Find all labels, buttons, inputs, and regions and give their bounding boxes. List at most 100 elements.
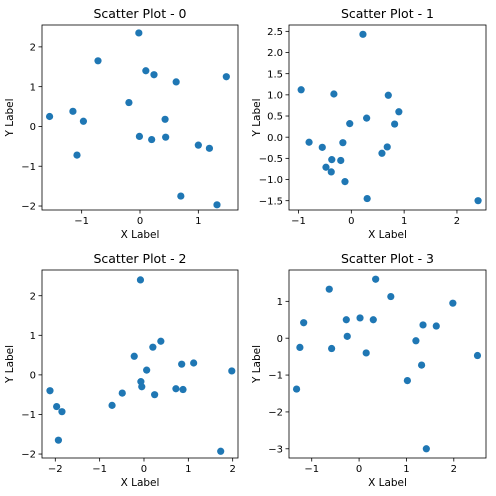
scatter-point — [325, 285, 333, 293]
y-tick-label: −2 — [268, 408, 283, 419]
y-tick-label: 0 — [30, 370, 36, 381]
scatter-point — [54, 436, 63, 444]
scatter-point — [318, 143, 326, 151]
x-tick-label: 1 — [403, 464, 409, 475]
scatter-point — [419, 321, 427, 329]
plot-frame — [41, 269, 239, 459]
scatter-point — [363, 114, 371, 122]
scatter-point — [363, 194, 371, 203]
scatter-point — [194, 141, 202, 149]
scatter-point — [148, 135, 156, 144]
x-tick-label: −2 — [48, 464, 63, 475]
y-tick-label: −1.0 — [259, 175, 283, 186]
y-tick-label: 1 — [30, 331, 36, 342]
scatter-panel-0: Scatter Plot - 0 −1 0 1 −2 −1 0 1 2 X Label Y Labe… — [4, 6, 239, 241]
scatter-point — [108, 401, 116, 409]
x-tick-label: 0 — [348, 216, 354, 227]
x-axis-label: X Label — [121, 229, 160, 241]
y-tick-label: −1 — [268, 371, 283, 382]
scatter-point — [143, 366, 151, 374]
scatter-point — [205, 144, 214, 152]
x-tick-label: 1 — [195, 216, 201, 227]
x-tick-label: 0 — [141, 464, 147, 475]
scatter-point — [58, 408, 66, 416]
scatter-point — [179, 385, 187, 394]
plot-frame — [288, 24, 487, 211]
chart-title: Scatter Plot - 2 — [93, 251, 186, 266]
x-tick-label: −1 — [304, 464, 319, 475]
chart-title: Scatter Plot - 1 — [341, 6, 434, 21]
y-tick-label: 0.5 — [267, 112, 283, 123]
y-tick-label: 1.5 — [267, 69, 283, 80]
scatter-point — [422, 445, 430, 453]
y-tick-label: −1 — [21, 162, 36, 173]
scatter-point — [172, 385, 180, 393]
y-tick-label: 2.0 — [267, 48, 283, 59]
scatter-point — [474, 197, 482, 205]
scatter-point — [53, 402, 61, 411]
y-tick-label: −2 — [21, 202, 36, 213]
scatter-point — [161, 115, 169, 123]
y-tick-label: 1 — [30, 82, 36, 93]
x-tick-label: 2 — [229, 464, 235, 475]
scatter-point — [339, 139, 347, 147]
chart-title: Scatter Plot - 3 — [341, 251, 434, 266]
scatter-point — [383, 143, 391, 151]
x-tick-label: 1 — [185, 464, 191, 475]
scatter-point — [391, 120, 399, 128]
y-tick-label: 2.5 — [267, 27, 283, 38]
x-tick-label: 0 — [137, 216, 143, 227]
scatter-point — [330, 90, 338, 98]
scatter-point — [228, 367, 236, 375]
x-tick-label: 0 — [356, 464, 362, 475]
scatter-point — [343, 332, 351, 340]
y-axis-label: Y Label — [4, 98, 16, 137]
scatter-point — [297, 86, 305, 94]
scatter-point — [135, 29, 143, 37]
y-axis-label: Y Label — [251, 345, 263, 384]
scatter-point — [372, 275, 380, 283]
x-tick-label: −1 — [74, 216, 89, 227]
y-tick-label: −1 — [21, 410, 36, 421]
x-tick-label: −1 — [92, 464, 107, 475]
y-tick-label: −2 — [21, 450, 36, 461]
scatter-point — [359, 30, 367, 38]
y-tick-label: 0.0 — [267, 133, 283, 144]
scatter-point — [69, 107, 77, 115]
scatter-point — [125, 98, 133, 107]
scatter-point — [217, 447, 225, 455]
scatter-point — [473, 351, 482, 360]
scatter-point — [378, 149, 386, 157]
scatter-point — [369, 316, 377, 324]
scatter-point — [94, 57, 102, 65]
scatter-point — [73, 151, 81, 159]
scatter-point — [79, 117, 88, 125]
scatter-point — [346, 120, 354, 128]
x-tick-label: 1 — [401, 216, 407, 227]
x-axis-label: X Label — [368, 229, 407, 241]
scatter-point — [213, 201, 221, 209]
scatter-point — [136, 276, 145, 284]
x-axis-label: X Label — [121, 477, 160, 489]
scatter-point — [296, 343, 304, 352]
scatter-point — [172, 78, 180, 86]
scatter-point — [45, 112, 54, 121]
scatter-point — [305, 138, 313, 146]
scatter-point — [138, 383, 146, 391]
scatter-point — [292, 385, 301, 393]
x-axis-label: X Label — [368, 477, 407, 489]
y-tick-label: −3 — [268, 444, 283, 455]
scatter-point — [190, 359, 198, 367]
scatter-point — [417, 361, 426, 369]
scatter-point — [157, 337, 165, 345]
plot-frame — [288, 269, 487, 459]
scatter-point — [135, 132, 144, 140]
chart-title: Scatter Plot - 0 — [93, 6, 186, 21]
scatter-point — [432, 322, 440, 330]
x-tick-label: 2 — [454, 216, 460, 227]
scatter-point — [384, 91, 392, 99]
scatter-point — [142, 67, 150, 75]
x-tick-label: −1 — [291, 216, 306, 227]
scatter-point — [412, 337, 420, 345]
y-tick-label: 1.0 — [267, 90, 283, 101]
